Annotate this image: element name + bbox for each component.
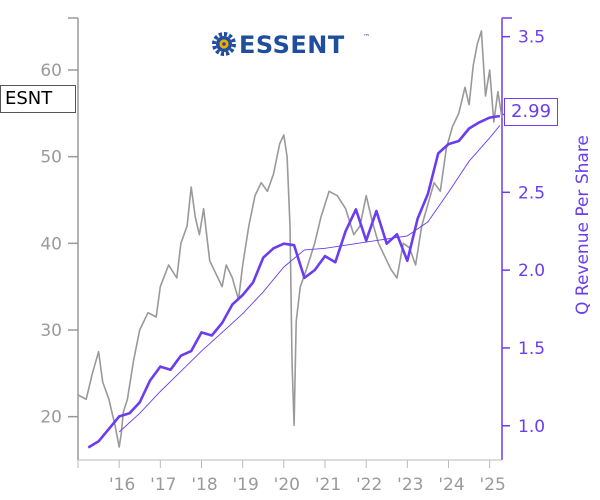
x-tick-label: '17 [150, 475, 176, 495]
logo-text: ESSENT [239, 31, 345, 59]
gear-icon [212, 32, 236, 56]
axes [68, 17, 512, 468]
logo-trademark: ™ [363, 33, 370, 41]
x-tick-label: '20 [274, 475, 300, 495]
ticker-label: ESNT [0, 85, 76, 113]
y-right-tick-label: 3.5 [518, 28, 545, 48]
last-value-badge: 2.99 [504, 98, 558, 126]
y-left-tick-label: 60 [40, 61, 62, 81]
y-right-tick-label: 2.0 [518, 261, 545, 281]
y-left-tick-label: 40 [40, 234, 62, 254]
revenue-series-line [87, 114, 501, 449]
y-right-tick-label: 2.5 [518, 183, 545, 203]
x-tick-label: '21 [315, 475, 341, 495]
x-tick-label: '19 [233, 475, 259, 495]
y-axis-right-label: Q Revenue Per Share [573, 135, 593, 315]
x-tick-label: '23 [397, 475, 423, 495]
series-layer [77, 30, 503, 449]
y-left-tick-label: 20 [40, 408, 62, 428]
y-left-tick-label: 50 [40, 148, 62, 168]
average-series-line [118, 125, 501, 433]
x-tick-label: '25 [479, 475, 505, 495]
x-tick-label: '16 [109, 475, 135, 495]
x-tick-label: '18 [191, 475, 217, 495]
y-right-tick-label: 1.0 [518, 417, 545, 437]
essent-logo: ESSENT ™ [212, 31, 370, 59]
price-series-line [77, 30, 503, 448]
x-tick-label: '22 [356, 475, 382, 495]
y-right-tick-label: 1.5 [518, 339, 545, 359]
x-tick-label: '24 [438, 475, 464, 495]
y-left-tick-label: 30 [40, 321, 62, 341]
